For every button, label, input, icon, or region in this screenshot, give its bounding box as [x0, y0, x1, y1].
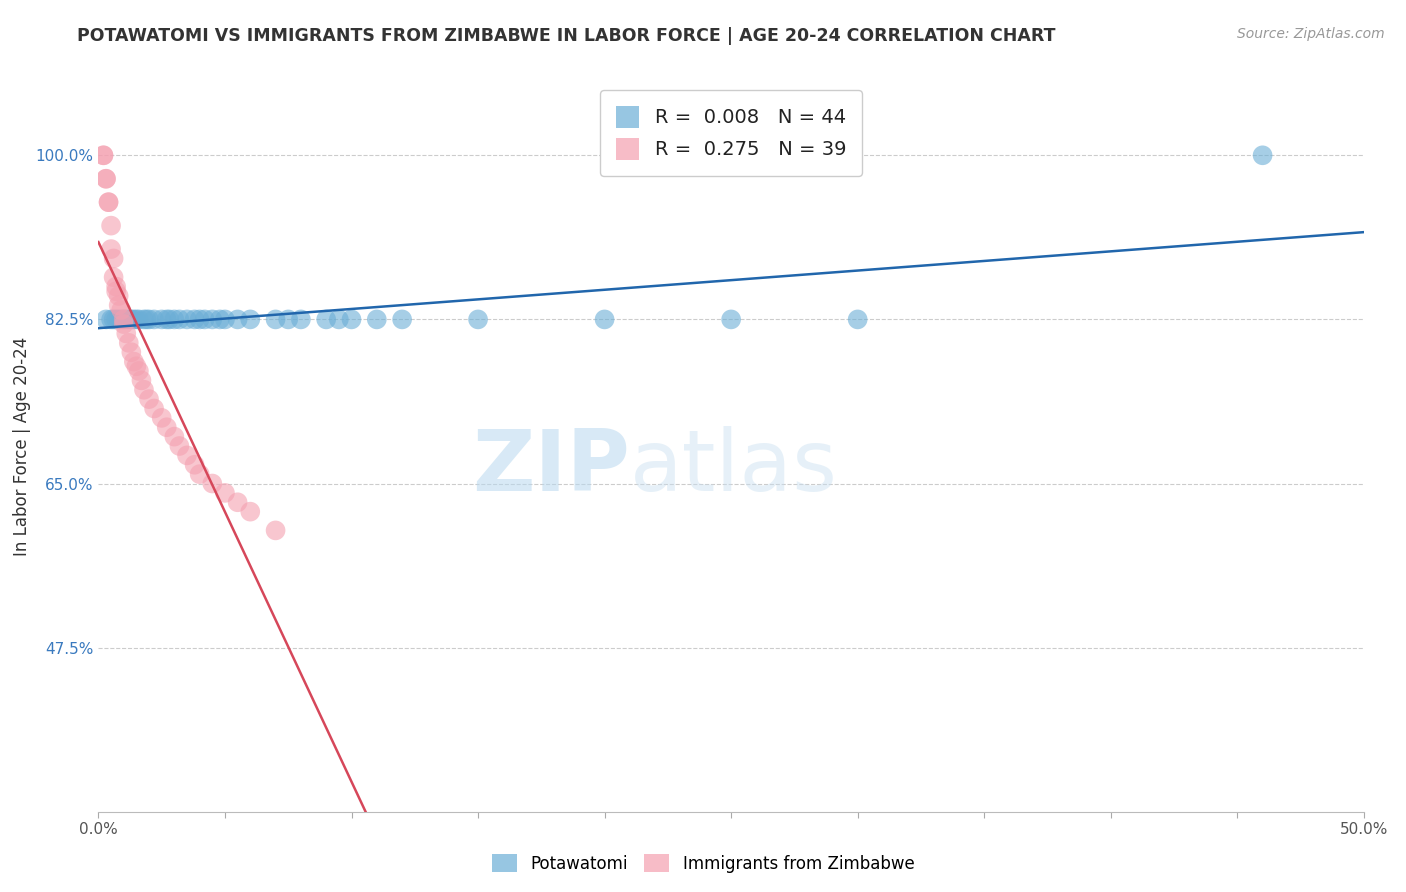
- Point: [720, 312, 742, 326]
- Point: [107, 298, 129, 312]
- Point: [94, 171, 117, 186]
- Point: [115, 326, 138, 341]
- Point: [391, 312, 413, 326]
- Point: [593, 312, 616, 326]
- Point: [94, 171, 117, 186]
- Point: [239, 505, 262, 519]
- Text: ZIP: ZIP: [472, 426, 630, 509]
- Point: [105, 285, 128, 299]
- Point: [188, 467, 211, 482]
- Point: [188, 312, 211, 326]
- Point: [103, 270, 125, 285]
- Point: [214, 312, 236, 326]
- Point: [366, 312, 388, 326]
- Point: [93, 148, 115, 162]
- Point: [97, 195, 120, 210]
- Point: [128, 312, 150, 326]
- Point: [107, 312, 129, 326]
- Point: [183, 312, 205, 326]
- Point: [138, 392, 160, 406]
- Point: [157, 312, 180, 326]
- Text: Source: ZipAtlas.com: Source: ZipAtlas.com: [1237, 27, 1385, 41]
- Point: [150, 312, 173, 326]
- Point: [118, 335, 141, 350]
- Point: [128, 364, 150, 378]
- Point: [183, 458, 205, 472]
- Point: [201, 312, 224, 326]
- Point: [214, 486, 236, 500]
- Point: [138, 312, 160, 326]
- Point: [264, 312, 287, 326]
- Point: [100, 242, 122, 256]
- Point: [1251, 148, 1274, 162]
- Point: [115, 312, 138, 326]
- Point: [328, 312, 350, 326]
- Point: [208, 312, 231, 326]
- Point: [120, 312, 142, 326]
- Point: [194, 312, 217, 326]
- Point: [176, 449, 198, 463]
- Point: [163, 312, 186, 326]
- Point: [105, 279, 128, 293]
- Point: [112, 312, 135, 326]
- Point: [112, 317, 135, 331]
- Point: [93, 148, 115, 162]
- Point: [131, 373, 153, 387]
- Point: [467, 312, 489, 326]
- Point: [156, 312, 179, 326]
- Point: [122, 312, 145, 326]
- Y-axis label: In Labor Force | Age 20-24: In Labor Force | Age 20-24: [13, 336, 31, 556]
- Point: [277, 312, 299, 326]
- Point: [315, 312, 337, 326]
- Point: [110, 303, 132, 318]
- Point: [110, 312, 132, 326]
- Point: [118, 312, 141, 326]
- Point: [112, 312, 135, 326]
- Point: [135, 312, 157, 326]
- Text: POTAWATOMI VS IMMIGRANTS FROM ZIMBABWE IN LABOR FORCE | AGE 20-24 CORRELATION CH: POTAWATOMI VS IMMIGRANTS FROM ZIMBABWE I…: [77, 27, 1056, 45]
- Point: [264, 524, 287, 538]
- Point: [132, 312, 155, 326]
- Point: [132, 383, 155, 397]
- Point: [100, 219, 122, 233]
- Point: [120, 345, 142, 359]
- Point: [107, 289, 129, 303]
- Point: [226, 495, 249, 509]
- Point: [846, 312, 869, 326]
- Point: [176, 312, 198, 326]
- Point: [122, 354, 145, 368]
- Point: [340, 312, 363, 326]
- Legend: R =  0.008   N = 44, R =  0.275   N = 39: R = 0.008 N = 44, R = 0.275 N = 39: [600, 90, 862, 176]
- Point: [163, 429, 186, 443]
- Point: [290, 312, 312, 326]
- Point: [105, 312, 128, 326]
- Point: [94, 312, 117, 326]
- Point: [156, 420, 179, 434]
- Point: [143, 401, 166, 416]
- Point: [103, 252, 125, 266]
- Point: [125, 312, 148, 326]
- Point: [201, 476, 224, 491]
- Point: [125, 359, 148, 374]
- Point: [143, 312, 166, 326]
- Legend: Potawatomi, Immigrants from Zimbabwe: Potawatomi, Immigrants from Zimbabwe: [485, 847, 921, 880]
- Point: [169, 312, 191, 326]
- Point: [239, 312, 262, 326]
- Point: [226, 312, 249, 326]
- Point: [169, 439, 191, 453]
- Point: [103, 312, 125, 326]
- Point: [100, 312, 122, 326]
- Point: [97, 195, 120, 210]
- Text: atlas: atlas: [630, 426, 838, 509]
- Point: [150, 410, 173, 425]
